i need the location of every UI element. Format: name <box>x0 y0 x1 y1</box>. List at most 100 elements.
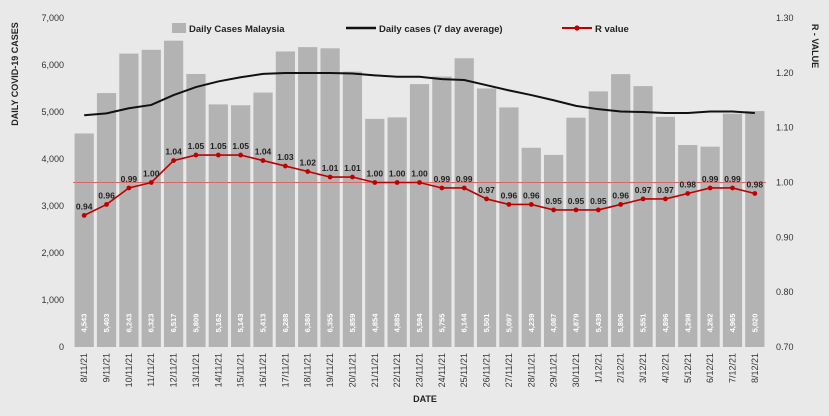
x-tick-label: 4/12/21 <box>660 353 670 383</box>
y2-tick-label: 1.10 <box>776 123 794 133</box>
r-value-label: 1.01 <box>344 163 361 173</box>
bar-6/12/21 <box>700 146 720 347</box>
bar-23/11/21 <box>409 84 430 347</box>
r-value-point <box>282 163 288 169</box>
r-value-point <box>350 174 355 180</box>
bar-value-label: 4,543 <box>80 314 89 333</box>
r-value-label: 0.99 <box>121 174 138 184</box>
r-value-label: 0.96 <box>501 190 518 200</box>
bar-value-label: 4,854 <box>370 313 379 333</box>
r-value-label: 1.05 <box>232 141 249 151</box>
r-value-point <box>238 152 244 158</box>
r-value-label: 0.96 <box>523 190 540 200</box>
bar-value-label: 5,020 <box>750 314 759 333</box>
bar-value-label: 4,965 <box>728 314 737 333</box>
r-value-label: 0.99 <box>434 174 451 184</box>
bar-value-label: 6,517 <box>169 314 178 333</box>
r-value-point <box>752 191 758 196</box>
x-tick-label: 20/11/21 <box>347 353 357 387</box>
y-tick-label: 2,000 <box>41 248 64 258</box>
y-tick-label: 1,000 <box>41 295 64 305</box>
bar-27/11/21 <box>499 107 519 347</box>
bar-26/11/21 <box>476 88 497 347</box>
bar-25/11/21 <box>454 58 474 348</box>
r-value-label: 1.00 <box>367 169 384 179</box>
bar-value-label: 5,755 <box>437 314 446 333</box>
r-value-label: 1.05 <box>210 141 227 151</box>
legend-swatch-daily-cases <box>172 23 186 33</box>
x-tick-label: 16/11/21 <box>258 353 268 387</box>
x-tick-label: 8/12/21 <box>750 353 760 383</box>
bar-21/11/21 <box>365 118 385 347</box>
r-value-label: 1.04 <box>165 147 182 157</box>
x-tick-label: 7/12/21 <box>727 353 737 383</box>
bar-2/12/21 <box>611 74 631 348</box>
bar-8/12/21 <box>745 111 765 347</box>
x-tick-label: 24/11/21 <box>437 353 447 387</box>
x-tick-label: 22/11/21 <box>392 353 402 387</box>
r-value-label: 1.00 <box>389 169 406 179</box>
r-value-point <box>215 152 221 158</box>
legend-label-daily-cases: Daily Cases Malaysia <box>189 24 285 35</box>
r-value-label: 0.96 <box>612 190 629 200</box>
x-tick-label: 21/11/21 <box>370 353 380 387</box>
r-value-label: 1.01 <box>322 163 339 173</box>
x-tick-label: 25/11/21 <box>459 353 469 387</box>
bar-12/11/21 <box>163 40 184 348</box>
bar-5/12/21 <box>678 144 698 347</box>
r-value-label: 0.95 <box>568 196 585 206</box>
x-axis-title: DATE <box>413 394 437 404</box>
x-tick-label: 30/11/21 <box>571 353 581 387</box>
bar-value-label: 6,288 <box>281 314 290 333</box>
x-tick-label: 3/12/21 <box>638 353 648 383</box>
bar-3/12/21 <box>633 86 653 347</box>
bar-value-label: 5,551 <box>639 314 648 333</box>
x-tick-label: 15/11/21 <box>236 353 246 387</box>
bar-value-label: 6,355 <box>326 314 335 333</box>
y2-tick-label: 1.30 <box>776 13 794 23</box>
r-value-point <box>595 207 601 213</box>
x-tick-label: 19/11/21 <box>325 353 335 387</box>
y-tick-label: 5,000 <box>41 107 64 117</box>
x-tick-label: 28/11/21 <box>526 353 536 387</box>
x-tick-label: 8/11/21 <box>79 353 89 382</box>
bar-18/11/21 <box>298 47 318 347</box>
bar-20/11/21 <box>342 71 363 347</box>
bar-value-label: 5,413 <box>259 314 268 333</box>
bar-8/11/21 <box>74 133 94 347</box>
bar-29/11/21 <box>544 154 564 347</box>
x-tick-label: 27/11/21 <box>504 353 514 387</box>
r-value-label: 1.02 <box>299 158 316 168</box>
bar-value-label: 4,262 <box>706 314 715 333</box>
x-tick-label: 1/12/21 <box>593 353 603 383</box>
r-value-label: 0.95 <box>545 196 562 206</box>
bar-value-label: 6,243 <box>124 314 133 333</box>
bar-value-label: 5,859 <box>348 314 357 333</box>
r-value-point <box>551 207 557 213</box>
x-tick-label: 12/11/21 <box>169 353 179 387</box>
bar-15/11/21 <box>231 105 251 348</box>
r-value-point <box>439 185 445 191</box>
y2-tick-label: 0.80 <box>776 287 794 297</box>
x-tick-label: 6/12/21 <box>705 353 715 383</box>
r-value-point <box>171 158 176 163</box>
r-value-point <box>528 202 534 207</box>
bar-value-label: 5,439 <box>594 314 603 333</box>
bar-value-label: 6,144 <box>460 313 469 333</box>
r-value-point <box>372 180 378 185</box>
y-tick-label: 4,000 <box>41 154 64 164</box>
legend-marker-r-value <box>574 25 580 31</box>
x-tick-label: 10/11/21 <box>124 353 134 387</box>
bar-value-label: 5,809 <box>191 314 200 333</box>
bar-22/11/21 <box>387 117 407 347</box>
y2-tick-label: 1.00 <box>776 178 794 188</box>
x-tick-label: 13/11/21 <box>191 353 201 387</box>
bar-11/11/21 <box>141 49 161 347</box>
y-tick-label: 6,000 <box>41 60 64 70</box>
r-value-label: 1.03 <box>277 152 294 162</box>
bar-value-label: 6,323 <box>147 314 156 333</box>
y2-axis-title: R - VALUE <box>810 24 820 68</box>
bar-value-label: 4,885 <box>393 314 402 333</box>
y2-tick-label: 0.90 <box>776 232 794 242</box>
r-value-point <box>663 196 668 202</box>
